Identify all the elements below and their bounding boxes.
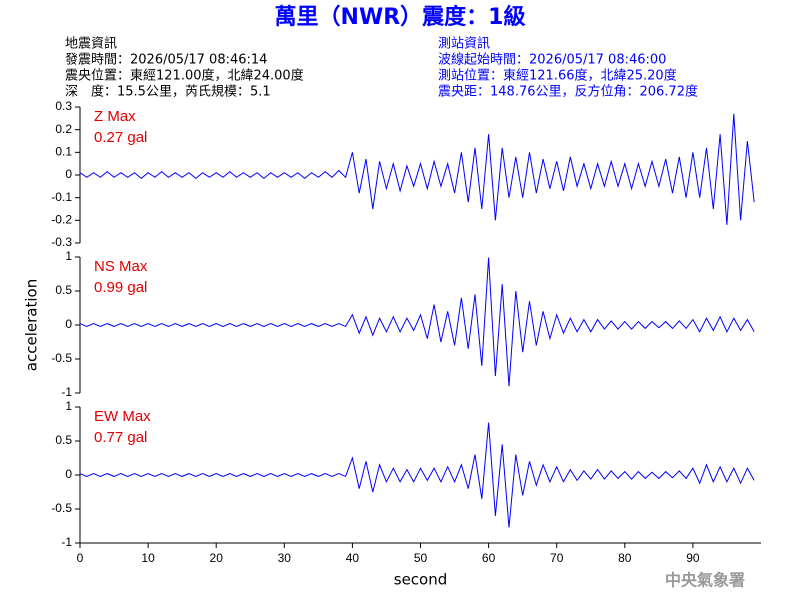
y-tick-label: 0.5 <box>55 283 72 297</box>
waveform <box>79 422 755 528</box>
y-tick-label: -0.1 <box>51 190 72 204</box>
info: 測站資訊 <box>438 37 490 52</box>
x-tick-label: 40 <box>346 551 360 565</box>
y-tick-label: 0 <box>65 467 72 481</box>
info: 震央距：148.76公里，反方位角：206.72度 <box>438 84 698 100</box>
x-tick-label: 20 <box>210 551 224 565</box>
y-tick-label: 0 <box>65 167 72 181</box>
x-tick-label: 90 <box>686 551 700 565</box>
y-tick-label: 1 <box>65 399 72 413</box>
annotation: Z Max <box>94 108 136 125</box>
x-tick-label: 10 <box>141 551 155 565</box>
y-tick-label: -0.2 <box>51 213 72 227</box>
y-axis-label: acceleration <box>23 279 41 371</box>
waveform <box>79 257 755 387</box>
footer: 中央氣象署 <box>665 571 745 590</box>
annotation: 0.77 gal <box>94 429 147 446</box>
info: 測站位置：東經121.66度，北緯25.20度 <box>438 68 677 84</box>
y-tick-label: -0.5 <box>51 351 72 365</box>
waveform <box>79 113 755 225</box>
x-tick-label: 80 <box>618 551 632 565</box>
x-axis-label: second <box>394 571 448 589</box>
y-tick-label: -0.3 <box>51 235 72 249</box>
y-tick-label: -1 <box>61 385 72 399</box>
info: 發震時間：2026/05/17 08:46:14 <box>65 53 267 68</box>
info: 震央位置：東經121.00度，北緯24.00度 <box>65 68 304 84</box>
y-tick-label: 1 <box>65 249 72 263</box>
annotation: NS Max <box>94 258 148 275</box>
y-tick-label: 0.1 <box>55 145 72 159</box>
x-tick-label: 70 <box>550 551 564 565</box>
annotation: 0.99 gal <box>94 279 147 296</box>
y-tick-label: 0 <box>65 317 72 331</box>
info: 波線起始時間：2026/05/17 08:46:00 <box>438 52 666 68</box>
y-tick-label: 0.5 <box>55 433 72 447</box>
x-tick-label: 30 <box>278 551 292 565</box>
x-tick-label: 50 <box>414 551 428 565</box>
info: 深 度：15.5公里，芮氏規模：5.1 <box>65 84 271 100</box>
x-tick-label: 60 <box>482 551 496 565</box>
chart-title: 萬里（NWR）震度：1級 <box>275 4 526 30</box>
y-tick-label: 0.3 <box>55 99 72 113</box>
y-tick-label: -1 <box>61 535 72 549</box>
info: 地震資訊 <box>65 37 117 52</box>
annotation: EW Max <box>94 408 151 425</box>
annotation: 0.27 gal <box>94 129 147 146</box>
y-tick-label: 0.2 <box>55 122 72 136</box>
x-tick-label: 0 <box>77 551 84 565</box>
y-tick-label: -0.5 <box>51 501 72 515</box>
